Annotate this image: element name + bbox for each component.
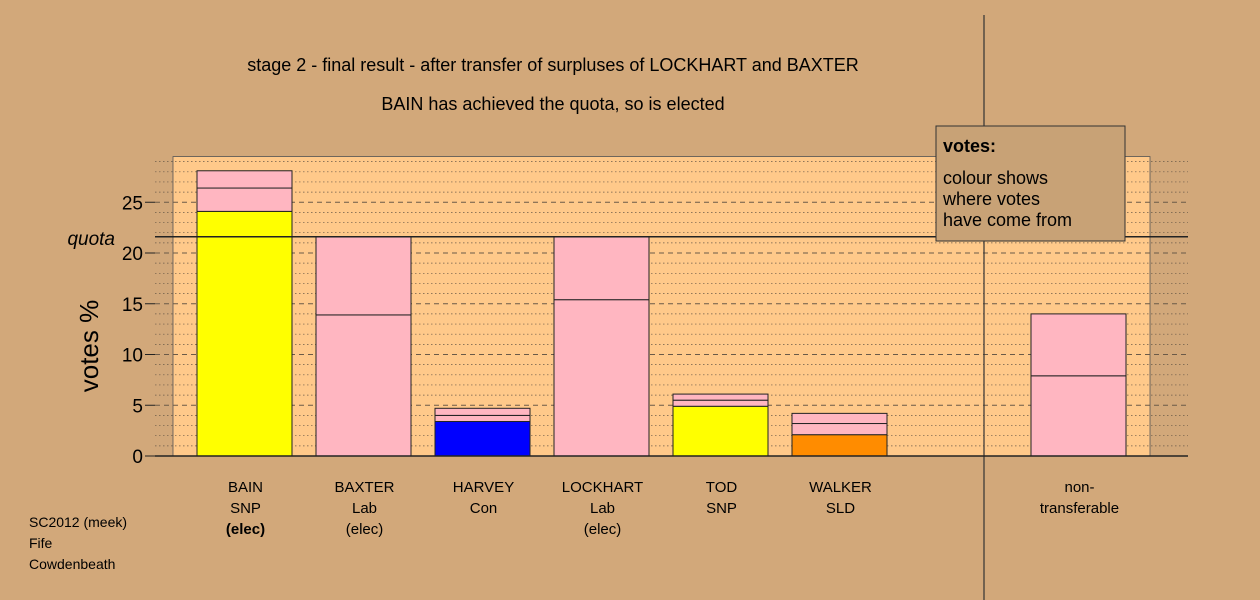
bar-segment (315, 314, 412, 457)
bar-segment (672, 393, 769, 401)
y-axis-label: votes % (74, 300, 104, 393)
category-labels: BAIN SNP (elec) BAXTER Lab (elec) HARVEY Con LOC… (226, 479, 1119, 538)
bar-segment (672, 399, 769, 407)
bar-segment (434, 420, 531, 457)
y-tick-label: 15 (122, 295, 143, 316)
legend: votes: colour shows where votes have com… (935, 125, 1126, 242)
bar-segment (672, 405, 769, 457)
candidate-party-label: SNP (230, 500, 261, 517)
bar-segment (553, 299, 650, 457)
bar-segment (791, 423, 888, 436)
footer-method: SC2012 (meek) (29, 514, 128, 530)
candidate-party-label: Lab (590, 500, 615, 517)
candidate-name-label: BAXTER (334, 479, 394, 496)
candidate-name-label: HARVEY (453, 479, 514, 496)
bar-segment (196, 210, 293, 457)
nontransferable-label: transferable (1040, 500, 1119, 517)
bar-segment (791, 434, 888, 457)
bar-segment (791, 412, 888, 425)
footer: SC2012 (meek) Fife Cowdenbeath (29, 512, 127, 575)
chart-title: stage 2 - final result - after transfer … (247, 55, 859, 75)
bar-segment (434, 407, 531, 416)
chart-subtitle: BAIN has achieved the quota, so is elect… (381, 94, 724, 114)
y-tick-label: 0 (132, 447, 143, 468)
y-tick-label: 20 (122, 244, 143, 265)
y-tick-label: 10 (122, 346, 143, 367)
bars (196, 170, 1127, 457)
bar-segment (315, 236, 412, 316)
legend-line-1: colour shows (943, 168, 1048, 188)
candidate-status-label: (elec) (346, 521, 384, 538)
candidate-party-label: SLD (826, 500, 855, 517)
candidate-name-label: LOCKHART (562, 479, 643, 496)
candidate-status-label: (elec) (226, 521, 265, 538)
legend-title: votes: (943, 136, 996, 156)
legend-line-3: have come from (943, 210, 1072, 230)
candidate-name-label: WALKER (809, 479, 872, 496)
axes: 0 5 10 15 20 25 (122, 15, 1188, 600)
candidate-name-label: BAIN (228, 479, 263, 496)
nontransferable-label: non- (1064, 479, 1094, 496)
candidate-party-label: Con (470, 500, 498, 517)
bar-segment (196, 187, 293, 212)
bar-segment (1030, 313, 1127, 377)
quota-label: quota (67, 229, 115, 250)
bar-segment (434, 414, 531, 422)
footer-ward: Cowdenbeath (29, 556, 116, 572)
y-tick-label: 25 (122, 193, 143, 214)
y-tick-label: 5 (132, 396, 143, 417)
bar-segment (1030, 375, 1127, 457)
candidate-status-label: (elec) (584, 521, 622, 538)
legend-line-2: where votes (942, 189, 1040, 209)
candidate-name-label: TOD (706, 479, 738, 496)
bar-segment (553, 236, 650, 301)
candidate-party-label: Lab (352, 500, 377, 517)
footer-council: Fife (29, 535, 53, 551)
candidate-party-label: SNP (706, 500, 737, 517)
bar-segment (196, 170, 293, 189)
